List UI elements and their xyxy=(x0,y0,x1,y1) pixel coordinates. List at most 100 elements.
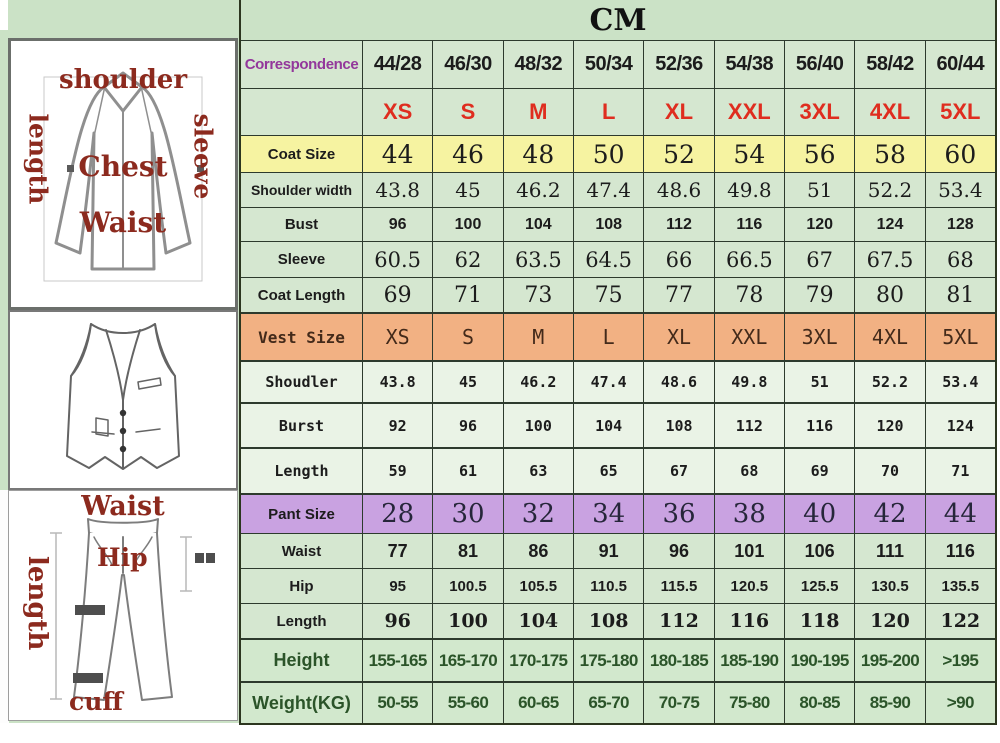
table-cell: 104 xyxy=(573,404,644,447)
table-cell: 100.5 xyxy=(432,569,503,603)
table-cell: 47.4 xyxy=(573,173,644,207)
table-row-vest-length: Length 59 61 63 65 67 68 69 70 71 xyxy=(241,447,995,493)
table-cell: 116 xyxy=(924,534,995,568)
table-cell: 85-90 xyxy=(854,683,925,723)
table-cell: 58/42 xyxy=(854,41,925,88)
table-row-coat-length: Coat Length 69 71 73 75 77 78 79 80 81 xyxy=(241,277,995,312)
table-cell: 52.2 xyxy=(854,362,925,402)
table-cell: 71 xyxy=(924,449,995,493)
table-cell: 105.5 xyxy=(502,569,573,603)
table-cell: 44/28 xyxy=(362,41,433,88)
table-cell: L xyxy=(573,89,644,135)
row-label-vest-size: Vest Size xyxy=(241,314,362,360)
table-row-vest-bust: Burst 92 96 100 104 108 112 116 120 124 xyxy=(241,402,995,447)
table-cell: 62 xyxy=(432,242,503,277)
table-cell: 44 xyxy=(924,495,995,533)
table-row-bust: Bust 96 100 104 108 112 116 120 124 128 xyxy=(241,207,995,241)
table-cell: 46.2 xyxy=(502,173,573,207)
table-row-waist: Waist 77 81 86 91 96 101 106 111 116 xyxy=(241,533,995,568)
table-cell: 48.6 xyxy=(643,362,714,402)
table-cell: 95 xyxy=(362,569,433,603)
table-cell: 4XL xyxy=(854,314,925,360)
vest-sketch xyxy=(66,323,180,470)
table-cell: 4XL xyxy=(854,89,925,135)
table-cell: 45 xyxy=(432,362,503,402)
table-cell: 44 xyxy=(362,136,433,172)
table-cell: 81 xyxy=(924,278,995,312)
table-cell: 122 xyxy=(924,604,995,638)
row-label-pant-length: Length xyxy=(241,604,362,638)
table-cell: 100 xyxy=(432,604,503,638)
table-cell: XS xyxy=(362,89,433,135)
row-label-sleeve: Sleeve xyxy=(241,242,362,277)
table-cell: 91 xyxy=(573,534,644,568)
jacket-shoulder-label: shoulder xyxy=(58,65,188,95)
table-cell: 116 xyxy=(784,404,855,447)
table-cell: 46.2 xyxy=(502,362,573,402)
table-cell: 75 xyxy=(573,278,644,312)
table-cell: 96 xyxy=(362,604,433,638)
table-cell: 68 xyxy=(713,449,784,493)
table-cell: XXL xyxy=(713,89,784,135)
table-cell: 36 xyxy=(643,495,714,533)
table-cell: 108 xyxy=(573,604,644,638)
table-cell: 52 xyxy=(643,136,714,172)
row-label-weight: Weight(KG) xyxy=(241,683,362,723)
table-cell: 77 xyxy=(643,278,714,312)
table-cell: L xyxy=(573,314,644,360)
jacket-waist-label: Waist xyxy=(79,206,167,239)
table-row-hip: Hip 95 100.5 105.5 110.5 115.5 120.5 125.5 130.5… xyxy=(241,568,995,603)
table-cell: XS xyxy=(362,314,433,360)
table-cell: 54/38 xyxy=(713,41,784,88)
table-cell: 104 xyxy=(502,604,573,638)
table-cell: 81 xyxy=(432,534,503,568)
table-row-pant-length: Length 96 100 104 108 112 116 118 120 122 xyxy=(241,603,995,638)
row-label-bust: Bust xyxy=(241,208,362,241)
jacket-diagram: shoulder length sleeve Chest Waist xyxy=(8,38,238,310)
table-cell: 111 xyxy=(854,534,925,568)
table-cell: 112 xyxy=(643,604,714,638)
table-cell: 75-80 xyxy=(713,683,784,723)
table-cell: 80 xyxy=(854,278,925,312)
table-cell: 190-195 xyxy=(784,640,855,681)
table-cell: 100 xyxy=(502,404,573,447)
table-cell: 54 xyxy=(713,136,784,172)
table-cell: 130.5 xyxy=(854,569,925,603)
row-label-vest-shoulder: Shoudler xyxy=(241,362,362,402)
table-cell: XL xyxy=(643,89,714,135)
table-cell: 50 xyxy=(573,136,644,172)
table-cell: 58 xyxy=(854,136,925,172)
table-cell: 100 xyxy=(432,208,503,241)
table-cell: 61 xyxy=(432,449,503,493)
row-label-coat-length: Coat Length xyxy=(241,278,362,312)
table-cell: 48 xyxy=(502,136,573,172)
table-cell: 63.5 xyxy=(502,242,573,277)
row-label-coat-size: Coat Size xyxy=(241,136,362,172)
table-cell: 78 xyxy=(713,278,784,312)
table-cell: 47.4 xyxy=(573,362,644,402)
table-cell: 48.6 xyxy=(643,173,714,207)
table-cell: 65-70 xyxy=(573,683,644,723)
table-cell: 40 xyxy=(784,495,855,533)
row-label-waist: Waist xyxy=(241,534,362,568)
table-cell: 104 xyxy=(502,208,573,241)
table-row-vest-size: Vest Size XS S M L XL XXL 3XL 4XL 5XL xyxy=(241,312,995,360)
table-cell: 52/36 xyxy=(643,41,714,88)
table-cell: 43.8 xyxy=(362,362,433,402)
table-cell: 120 xyxy=(854,404,925,447)
table-cell: 108 xyxy=(643,404,714,447)
table-cell: 120 xyxy=(784,208,855,241)
table-cell: 77 xyxy=(362,534,433,568)
table-row-letter-sizes: XS S M L XL XXL 3XL 4XL 5XL xyxy=(241,88,995,135)
size-table-rows: Correspondence 44/28 46/30 48/32 50/34 52/36 5… xyxy=(241,40,995,723)
table-cell: 108 xyxy=(573,208,644,241)
table-cell: 125.5 xyxy=(784,569,855,603)
table-cell: 70 xyxy=(854,449,925,493)
table-cell: 51 xyxy=(784,362,855,402)
table-cell: 124 xyxy=(854,208,925,241)
table-cell: 86 xyxy=(502,534,573,568)
pants-diagram: Waist length Hip cuff xyxy=(8,490,238,721)
table-cell: 118 xyxy=(784,604,855,638)
table-cell: 170-175 xyxy=(502,640,573,681)
table-cell: 55-60 xyxy=(432,683,503,723)
